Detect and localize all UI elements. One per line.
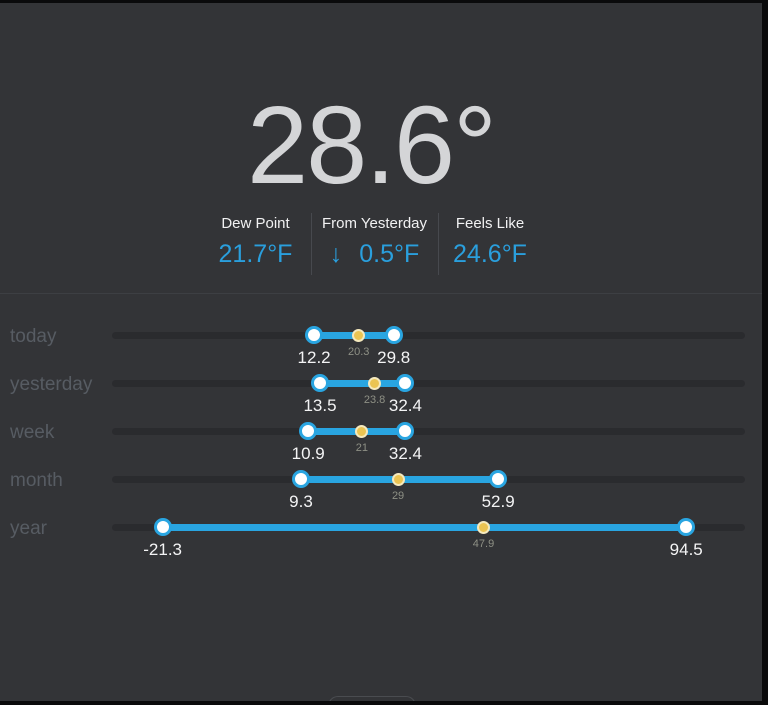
- dew-point-value: 21.7°F: [218, 240, 293, 268]
- current-temperature: 28.6°: [246, 84, 497, 207]
- slider-max-value: 29.8: [377, 348, 411, 367]
- slider-row-label: week: [10, 422, 55, 443]
- dew-point-label: Dew Point: [221, 215, 290, 232]
- slider-track[interactable]: [112, 332, 745, 339]
- slider-max-value: 94.5: [669, 540, 703, 559]
- stats-row: Dew Point 21.7°F From Yesterday ↓ 0.5°F …: [0, 213, 742, 275]
- slider-max-value: 32.4: [388, 444, 422, 463]
- weather-dashboard: 28.6° Dew Point 21.7°F From Yesterday ↓ …: [0, 3, 762, 701]
- slider-min-value: 9.3: [289, 492, 313, 511]
- slider-min-value: -21.3: [143, 540, 182, 559]
- slider-handle-min[interactable]: [291, 470, 310, 488]
- slider-min-value: 12.2: [297, 348, 331, 367]
- bottom-panel-toggle[interactable]: [328, 696, 416, 701]
- slider-max-value: 32.4: [388, 396, 422, 415]
- slider-handle-min[interactable]: [299, 422, 318, 440]
- slider-handle-max[interactable]: [396, 422, 415, 440]
- stat-from-yesterday: From Yesterday ↓ 0.5°F: [310, 213, 438, 275]
- slider-average-value: 29: [391, 490, 405, 502]
- slider-handle-min[interactable]: [305, 326, 324, 344]
- feels-like-label: Feels Like: [455, 215, 525, 232]
- from-yesterday-label: From Yesterday: [321, 215, 428, 232]
- slider-handle-max[interactable]: [384, 326, 403, 344]
- slider-average-value: 47.9: [472, 538, 495, 550]
- slider-max-value: 52.9: [481, 492, 515, 511]
- slider-handle-min[interactable]: [153, 518, 172, 536]
- slider-average-marker: [352, 329, 366, 342]
- slider-track[interactable]: [112, 428, 745, 435]
- slider-row-label: month: [10, 470, 63, 491]
- slider-min-value: 13.5: [303, 396, 337, 415]
- slider-range-bar: [319, 380, 406, 387]
- slider-average-value: 21: [355, 442, 369, 454]
- slider-row-label: yesterday: [10, 374, 93, 395]
- slider-average-marker: [477, 521, 491, 534]
- feels-like-value: 24.6°F: [453, 240, 527, 268]
- slider-average-marker: [391, 473, 405, 486]
- slider-handle-max[interactable]: [677, 518, 696, 536]
- slider-min-value: 10.9: [291, 444, 325, 463]
- slider-average-value: 20.3: [348, 346, 370, 358]
- from-yesterday-value: 0.5°F: [359, 240, 420, 268]
- stat-dew-point: Dew Point 21.7°F: [201, 213, 311, 275]
- slider-row-label: today: [10, 326, 57, 347]
- slider-handle-min[interactable]: [310, 374, 329, 392]
- slider-range-bar: [162, 524, 687, 531]
- down-arrow-icon: ↓: [329, 240, 343, 268]
- slider-track[interactable]: [112, 380, 745, 387]
- stat-feels-like: Feels Like 24.6°F: [437, 213, 542, 275]
- slider-row-label: year: [10, 518, 47, 539]
- slider-average-marker: [368, 377, 382, 390]
- slider-average-value: 23.8: [363, 394, 386, 406]
- slider-handle-max[interactable]: [396, 374, 415, 392]
- history-sliders: today 12.2 29.8 20.3 yesterday 13.5 32.4 23.8 we…: [0, 293, 762, 701]
- slider-average-marker: [355, 425, 369, 438]
- slider-handle-max[interactable]: [489, 470, 508, 488]
